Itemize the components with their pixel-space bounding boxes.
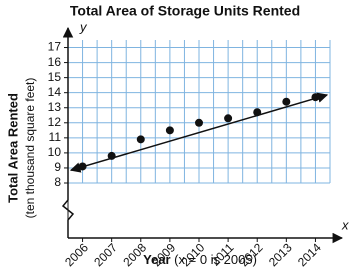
x-tick-label: 2013 [266,240,295,269]
data-point [311,93,320,102]
y-axis-break [61,183,75,238]
x-axis-title: Year [143,252,170,267]
data-point [195,118,203,127]
x-axis-label: Year (x = 0 is 2005) [143,252,257,267]
x-axis-name: x [341,217,349,232]
data-point [253,108,262,117]
y-tick-label: 14 [48,85,62,99]
y-tick-label: 8 [54,175,61,189]
y-tick-label: 12 [48,115,62,129]
data-point [224,114,233,123]
x-tick-label: 2006 [62,240,91,269]
data-point [136,135,145,144]
y-tick-label: 16 [48,55,62,69]
y-axis-note: (ten thousand square feet) [23,78,37,219]
data-point [282,97,291,106]
y-axis-name: y [79,19,88,34]
y-axis-label: Total Area Rented [5,93,20,203]
x-axis-note: (x = 0 is 2005) [174,252,257,267]
data-point [78,162,87,171]
x-tick-label: 2007 [91,240,120,269]
data-point [107,151,116,160]
chart-title: Total Area of Storage Units Rented [70,3,300,19]
y-tick-label: 9 [54,160,61,174]
y-tick-label: 17 [48,40,62,54]
y-tick-label: 11 [49,130,62,144]
y-tick-label: 15 [48,70,62,84]
y-tick-label: 13 [48,100,62,114]
y-tick-label: 10 [48,145,62,159]
data-point [165,126,174,135]
x-tick-label: 2014 [295,240,324,269]
